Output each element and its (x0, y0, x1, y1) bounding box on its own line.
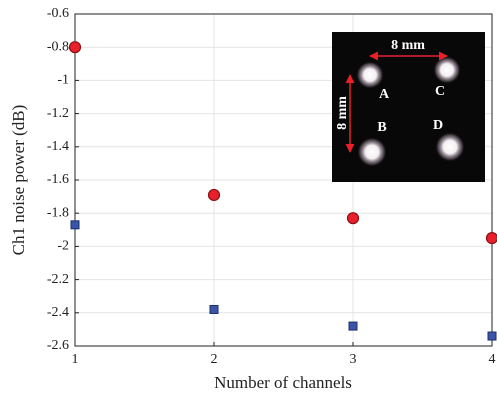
y-axis-label: Ch1 noise power (dB) (9, 105, 28, 256)
x-tick-label: 4 (489, 352, 496, 367)
chart: -2.6 -2.4 -2.2 -2 -1.8 -1.6 -1.4 -1.2 -1 -0.8 -0.6… (0, 0, 497, 400)
y-tick-label: -1.8 (47, 205, 69, 220)
annotation: A (379, 87, 390, 102)
point (71, 221, 79, 229)
y-tick-label: -1.6 (47, 172, 69, 187)
inset-background (332, 32, 485, 182)
spot (435, 132, 465, 162)
x-tick-label: 3 (350, 352, 357, 367)
point (349, 322, 357, 330)
point (70, 42, 81, 53)
y-tick-label: -2.2 (47, 272, 69, 287)
annotation: B (377, 120, 386, 135)
spot (357, 137, 387, 167)
point (348, 213, 359, 224)
y-tick-label: -2.6 (47, 338, 69, 353)
point (487, 233, 497, 244)
annotation: 8 mm (391, 38, 425, 53)
inset-image: 8 mm 8 mm A C B D (332, 32, 485, 182)
x-axis-label: Number of channels (214, 373, 352, 392)
annotation: 8 mm (335, 96, 350, 130)
annotation: D (433, 118, 443, 133)
x-tick-label: 2 (211, 352, 218, 367)
annotation: C (435, 84, 445, 99)
y-tick-label: -1 (57, 73, 69, 88)
y-tick-label: -1.2 (47, 106, 69, 121)
y-tick-label: -1.4 (47, 139, 69, 154)
point (209, 189, 220, 200)
point (210, 305, 218, 313)
y-tick-label: -2.4 (47, 305, 69, 320)
x-tick-label: 1 (72, 352, 79, 367)
point (488, 332, 496, 340)
spot (356, 61, 384, 89)
y-tick-label: -0.6 (47, 6, 69, 21)
y-tick-label: -2 (57, 239, 69, 254)
spot (433, 56, 461, 84)
y-tick-label: -0.8 (47, 39, 69, 54)
